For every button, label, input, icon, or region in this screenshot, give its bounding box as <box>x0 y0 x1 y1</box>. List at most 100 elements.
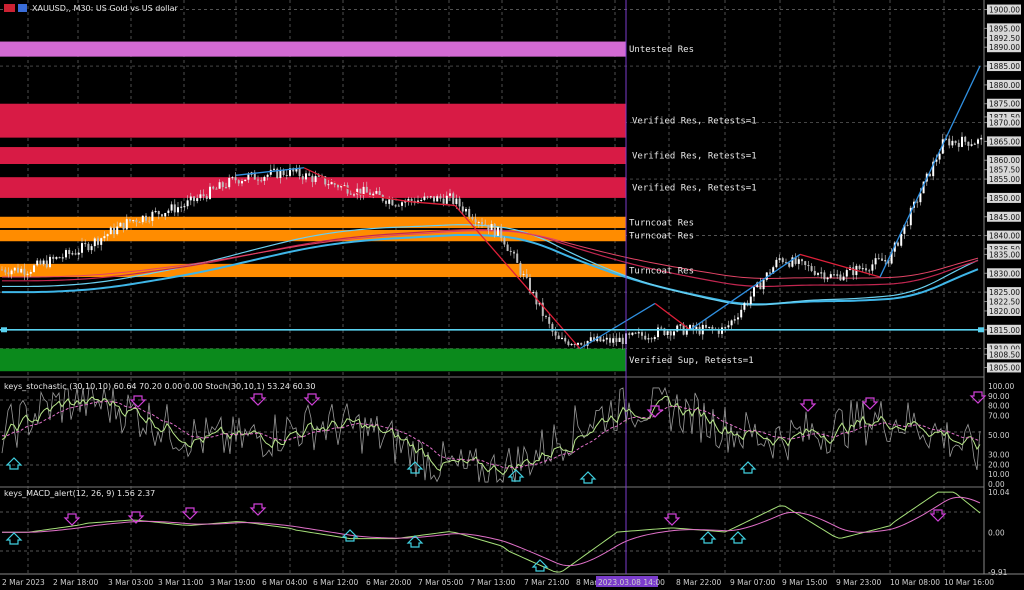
candle-body <box>241 181 243 184</box>
candle-body <box>141 215 144 223</box>
candle-body <box>977 139 979 144</box>
zone-0 <box>0 41 626 57</box>
zone-label-6: Turncoat Res <box>629 266 694 276</box>
up-arrow-icon <box>406 535 424 548</box>
candle-body <box>474 219 477 223</box>
candle-body <box>721 327 723 334</box>
candle-body <box>660 327 663 329</box>
price-tick-label: 1870.00 <box>989 119 1020 128</box>
price-tick-bg <box>987 111 1021 122</box>
candle-body <box>244 179 247 182</box>
candle-body <box>599 336 602 342</box>
candle-body <box>647 338 650 340</box>
candle-body <box>247 174 250 180</box>
trend-segment <box>303 167 361 195</box>
price-tick-bg <box>987 4 1021 15</box>
stochastic-arrows <box>5 391 987 484</box>
price-tick-label: 1865.00 <box>989 137 1020 146</box>
candle-body <box>513 251 515 254</box>
candle-body <box>673 331 675 336</box>
candle-body <box>449 193 451 196</box>
time-label: 7 Mar 05:00 <box>418 578 464 587</box>
price-tick-label: 1895.00 <box>989 24 1020 33</box>
candle-body <box>212 186 215 189</box>
down-arrow-icon <box>303 393 321 406</box>
candle-body <box>909 207 912 226</box>
candle-body <box>209 186 211 199</box>
support-line-handle-right[interactable] <box>978 327 984 333</box>
candle-body <box>842 276 845 281</box>
candle-body <box>663 328 666 336</box>
candle-body <box>759 282 762 290</box>
up-arrow-icon <box>5 532 23 545</box>
candle-body <box>839 274 842 281</box>
price-tick-label: 1845.00 <box>989 213 1020 222</box>
candle-body <box>929 173 931 177</box>
candle-body <box>980 137 983 140</box>
candle-body <box>820 272 823 274</box>
price-tick-bg <box>987 324 1021 335</box>
candle-body <box>138 222 141 224</box>
stoch-tick-label: 80.00 <box>988 402 1010 411</box>
candle-body <box>711 326 714 329</box>
candle-body <box>282 170 285 175</box>
macd-panel[interactable] <box>0 489 984 574</box>
candle-body <box>442 198 445 204</box>
candle-body <box>20 268 23 273</box>
candle-body <box>97 238 99 245</box>
candle-body <box>276 168 279 179</box>
candle-body <box>679 324 682 326</box>
candle-body <box>516 253 519 263</box>
candle-body <box>157 211 160 215</box>
candle-body <box>77 252 80 255</box>
price-tick-bg <box>987 164 1021 175</box>
candle-body <box>484 224 487 226</box>
price-tick-label: 1857.50 <box>989 166 1020 175</box>
candle-body <box>161 214 163 217</box>
stoch-tick-label: 30.00 <box>988 451 1010 460</box>
candle-body <box>461 206 464 212</box>
candle-body <box>401 202 403 206</box>
stoch-tick-label: 20.00 <box>988 460 1010 469</box>
candle-body <box>10 270 13 275</box>
candle-body <box>676 325 679 332</box>
macd-lines <box>2 491 981 573</box>
candle-body <box>823 272 826 280</box>
zone-label-4: Turncoat Res <box>629 218 694 228</box>
candle-body <box>87 243 90 251</box>
down-arrow-icon <box>63 513 81 526</box>
candle-body <box>423 196 426 200</box>
stoch-tick-label: 100.00 <box>988 382 1014 391</box>
macd-axis: 10.04 0.00 -9.91 <box>988 488 1010 577</box>
candle-body <box>353 194 355 196</box>
time-label: 9 Mar 07:00 <box>730 578 776 587</box>
candle-body <box>385 200 387 204</box>
candle-body <box>199 194 202 199</box>
candle-body <box>967 141 970 146</box>
candle-body <box>231 177 234 179</box>
candle-body <box>791 257 794 267</box>
candle-body <box>193 196 195 202</box>
candle-body <box>314 175 317 182</box>
up-arrow-icon <box>507 469 525 482</box>
candle-body <box>961 136 963 147</box>
candle-body <box>903 224 906 234</box>
price-tick-bg <box>987 362 1021 373</box>
candle-body <box>717 329 720 334</box>
candle-body <box>122 222 125 230</box>
candle-body <box>106 234 109 237</box>
support-line-handle-left[interactable] <box>1 327 7 333</box>
price-tick-bg <box>987 305 1021 316</box>
candle-body <box>154 211 157 213</box>
zone-label-7: Verified Sup, Retests=1 <box>629 356 754 366</box>
candle-body <box>490 224 493 231</box>
candle-body <box>689 325 691 329</box>
zone-label-1: Verified Res, Retests=1 <box>632 117 757 127</box>
candle-body <box>669 331 672 336</box>
candle-body <box>218 182 221 189</box>
down-arrow-icon <box>969 391 987 404</box>
candle-body <box>394 205 397 207</box>
up-arrow-icon <box>531 559 549 572</box>
candle-body <box>493 224 496 236</box>
